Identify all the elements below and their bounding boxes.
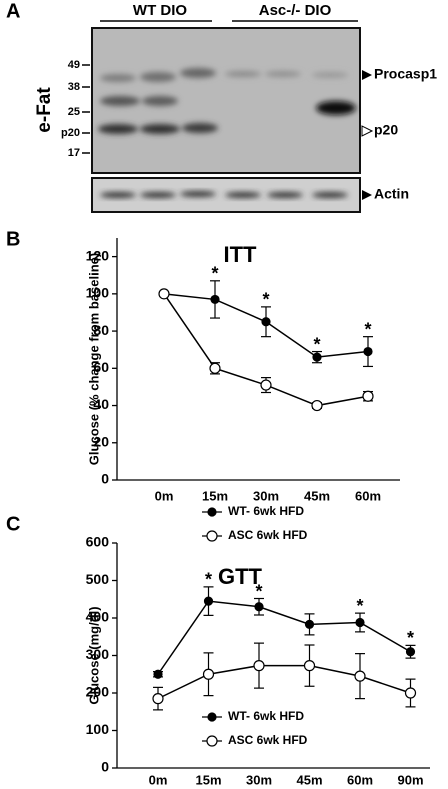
x-tick-label: 90m <box>397 772 423 787</box>
point <box>303 660 316 672</box>
point <box>158 288 170 300</box>
point <box>405 647 416 657</box>
x-tick-label: 45m <box>304 488 330 503</box>
significance-mark: * <box>364 319 371 339</box>
significance-mark: * <box>356 596 363 616</box>
panel-label: A <box>6 0 20 22</box>
significance-mark: * <box>205 570 212 590</box>
size-marker: p20 <box>61 127 80 139</box>
legend-marker <box>206 735 218 747</box>
point <box>203 596 214 606</box>
size-marker: 49 <box>68 59 80 71</box>
group-label: Asc-/- DIO <box>259 2 332 19</box>
size-marker: 38 <box>68 81 80 93</box>
legend-marker <box>207 507 217 517</box>
arrow <box>362 70 372 80</box>
point <box>311 399 323 412</box>
significance-mark: * <box>313 334 320 354</box>
point <box>210 294 220 305</box>
panel-label: C <box>6 513 20 535</box>
point <box>304 619 315 629</box>
y-tick-label: 60 <box>93 359 109 375</box>
y-tick-label: 100 <box>86 721 110 737</box>
legend-marker <box>206 530 218 542</box>
legend-label: WT- 6wk HFD <box>228 709 304 723</box>
point <box>209 362 221 374</box>
legend-label: ASC 6wk HFD <box>228 733 308 747</box>
point <box>260 379 272 391</box>
point <box>261 317 271 327</box>
point <box>362 390 374 402</box>
y-tick-label: 400 <box>86 609 110 625</box>
point <box>354 670 366 682</box>
point <box>202 668 215 680</box>
significance-mark: * <box>211 264 218 284</box>
x-tick-label: 15m <box>202 488 228 503</box>
y-tick-label: 500 <box>86 571 110 587</box>
legend-label: WT- 6wk HFD <box>228 504 304 518</box>
series-line <box>157 664 411 700</box>
band-label: Procasp1 <box>374 66 437 82</box>
y-tick-label: 0 <box>101 759 109 775</box>
y-tick-label: 100 <box>86 285 110 301</box>
point <box>404 687 417 699</box>
y-tick-label: 80 <box>93 322 109 338</box>
x-tick-label: 0m <box>155 488 174 503</box>
group-label: WT DIO <box>133 2 187 19</box>
x-tick-label: 45m <box>296 772 322 787</box>
y-tick-label: 40 <box>93 396 109 412</box>
significance-mark: * <box>262 290 269 310</box>
point <box>254 602 264 612</box>
significance-mark: * <box>407 628 414 648</box>
point <box>355 617 365 628</box>
legend-label: ASC 6wk HFD <box>228 528 308 542</box>
y-axis-label: Glucose (mg/dl) <box>86 606 101 704</box>
y-tick-label: 600 <box>86 534 110 550</box>
y-tick-label: 300 <box>86 646 110 662</box>
point <box>312 352 322 362</box>
x-tick-label: 0m <box>149 772 168 787</box>
x-tick-label: 30m <box>253 488 279 503</box>
x-tick-label: 30m <box>246 772 272 787</box>
y-tick-label: 20 <box>93 433 109 449</box>
x-tick-label: 60m <box>355 488 381 503</box>
band-label: Actin <box>374 186 409 202</box>
x-tick-label: 60m <box>347 772 373 787</box>
point <box>363 346 373 357</box>
y-axis-label: Glucose (% change from baseline) <box>86 253 101 465</box>
size-marker: 17 <box>68 147 80 159</box>
panel-label: B <box>6 228 20 250</box>
blot-bands <box>98 68 356 134</box>
y-tick-label: 200 <box>86 684 110 700</box>
band-label: p20 <box>374 122 398 138</box>
tissue-label: e-Fat <box>34 87 55 133</box>
significance-mark: * <box>255 581 262 601</box>
series-line <box>157 600 411 675</box>
point <box>153 669 163 679</box>
chart-title: ITT <box>224 242 258 267</box>
arrow <box>362 190 372 200</box>
chart-title: GTT <box>218 564 263 589</box>
point <box>152 693 164 705</box>
y-tick-label: 120 <box>86 247 110 263</box>
arrow <box>361 125 374 137</box>
legend-marker <box>207 712 217 722</box>
y-tick-label: 0 <box>101 471 109 487</box>
actin-bands <box>100 191 348 198</box>
size-marker: 25 <box>68 106 80 118</box>
point <box>253 660 265 672</box>
x-tick-label: 15m <box>195 772 221 787</box>
